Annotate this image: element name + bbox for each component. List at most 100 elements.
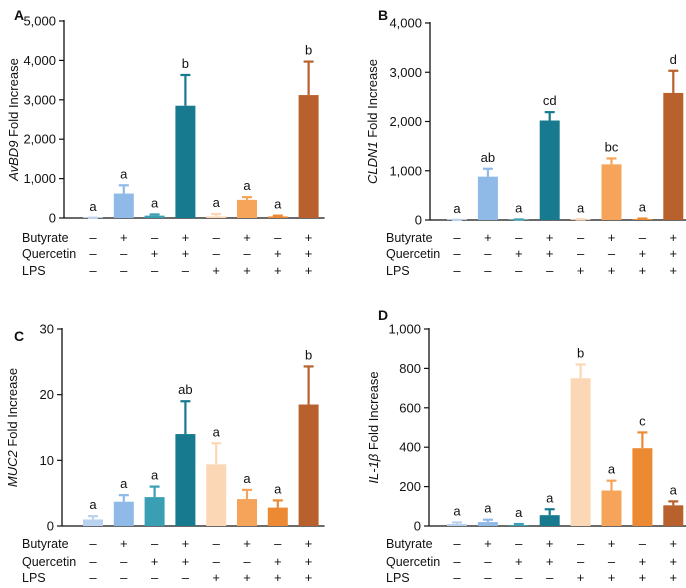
significance-letter: a [151,195,159,210]
treatment-sign: + [243,263,251,278]
bar [206,216,227,218]
bar [539,120,560,220]
panel-d: D 0 200 400 600 800 1,000 IL-1β Fold Increase a a… [366,307,686,585]
treatment-sign: + [670,263,678,278]
panel-label: A [14,7,24,23]
treatment-sign: – [151,263,159,278]
significance-letter: a [243,471,251,486]
treatment-sign: + [274,554,282,569]
y-tick-label: 800 [399,361,421,376]
treatment-sign: + [546,554,554,569]
treatment-sign: + [243,230,251,245]
y-axis-title: AvBD9 Fold Increase [6,58,21,182]
significance-letter: b [182,56,189,71]
bar [601,490,622,526]
y-tick-label: 4,000 [23,53,56,68]
treatment-sign: + [274,246,282,261]
y-tick-label: 1,000 [388,322,421,337]
y-tick-label: 3,000 [23,92,56,107]
y-tick-label: 4,000 [389,16,422,31]
y-axis-title: IL-1β Fold Increase [366,371,381,483]
treatment-sign: + [212,263,220,278]
treatment-sign: + [515,554,523,569]
panel-label: D [378,307,388,323]
significance-letter: bc [605,139,619,154]
bar [144,497,165,526]
y-tick-label: 0 [47,519,54,534]
treatment-sign: + [577,570,585,585]
treatment-sign: – [120,570,128,585]
significance-letter: a [120,476,128,491]
treatment-sign: – [453,570,461,585]
treatment-sign: + [182,230,190,245]
bar [267,216,288,218]
treatment-sign: – [120,246,128,261]
treatment-sign: – [151,230,159,245]
y-tick-label: 600 [399,400,421,415]
bar [237,499,257,526]
treatment-row-label: Butyrate [386,537,433,551]
treatment-sign: + [484,536,492,551]
y-tick-label: 200 [399,479,421,494]
bar [144,215,165,218]
bar [175,434,196,526]
treatment-sign: + [120,230,128,245]
treatment-sign: + [212,570,220,585]
treatment-sign: + [670,554,678,569]
treatment-sign: – [213,536,221,551]
y-tick-label: 0 [414,519,421,534]
treatment-sign: – [546,263,554,278]
panel-a: A 0 1,000 2,000 3,000 4,000 5,000 AvBD9 Fold In… [6,7,325,278]
significance-letter: b [577,345,584,360]
treatment-sign: – [89,246,97,261]
bar [632,448,653,526]
treatment-sign: + [608,570,616,585]
significance-letter: ab [178,382,192,397]
treatment-sign: – [213,246,221,261]
y-axis-title-gene: MUC2 [5,450,20,488]
treatment-sign: – [89,536,97,551]
y-tick-label: 1,000 [389,163,422,178]
y-tick-label: 2,000 [23,132,56,147]
y-axis-title-gene: IL-1β [366,453,381,483]
y-axis-title-gene: CLDN1 [365,141,380,184]
treatment-sign: + [243,536,251,551]
significance-letter: a [213,424,221,439]
bar [508,525,529,526]
significance-letter: a [213,195,221,210]
y-tick-label: 10 [40,453,54,468]
treatment-sign: + [305,246,313,261]
treatment-sign: – [639,230,647,245]
treatment-sign: – [120,263,128,278]
y-axis-title-suffix: Fold Increase [366,371,381,453]
y-axis-title-suffix: Fold Increase [5,368,20,450]
y-tick-label: 20 [40,387,54,402]
significance-letter: a [577,200,585,215]
bar [113,193,134,218]
bar [663,92,684,220]
treatment-sign: + [484,230,492,245]
bar [663,505,684,526]
treatment-sign: – [515,570,523,585]
treatment-sign: + [639,263,647,278]
treatment-sign: – [639,536,647,551]
panel-b: B 0 1,000 2,000 3,000 4,000 CLDN1 Fold Increas… [365,7,686,278]
treatment-sign: + [182,536,190,551]
treatment-sign: + [546,536,554,551]
y-tick-label: 3,000 [389,65,422,80]
significance-letter: b [305,43,312,58]
bar [175,105,196,218]
treatment-sign: – [89,554,97,569]
y-tick-label: 0 [49,211,56,226]
bar [267,507,288,526]
treatment-sign: – [274,536,282,551]
treatment-sign: + [639,570,647,585]
bar [237,199,257,218]
treatment-sign: + [274,570,282,585]
treatment-row-label: Butyrate [22,231,69,245]
treatment-row-label: LPS [386,571,410,585]
treatment-sign: – [608,246,616,261]
treatment-sign: – [546,570,554,585]
treatment-row-label: LPS [386,264,410,278]
